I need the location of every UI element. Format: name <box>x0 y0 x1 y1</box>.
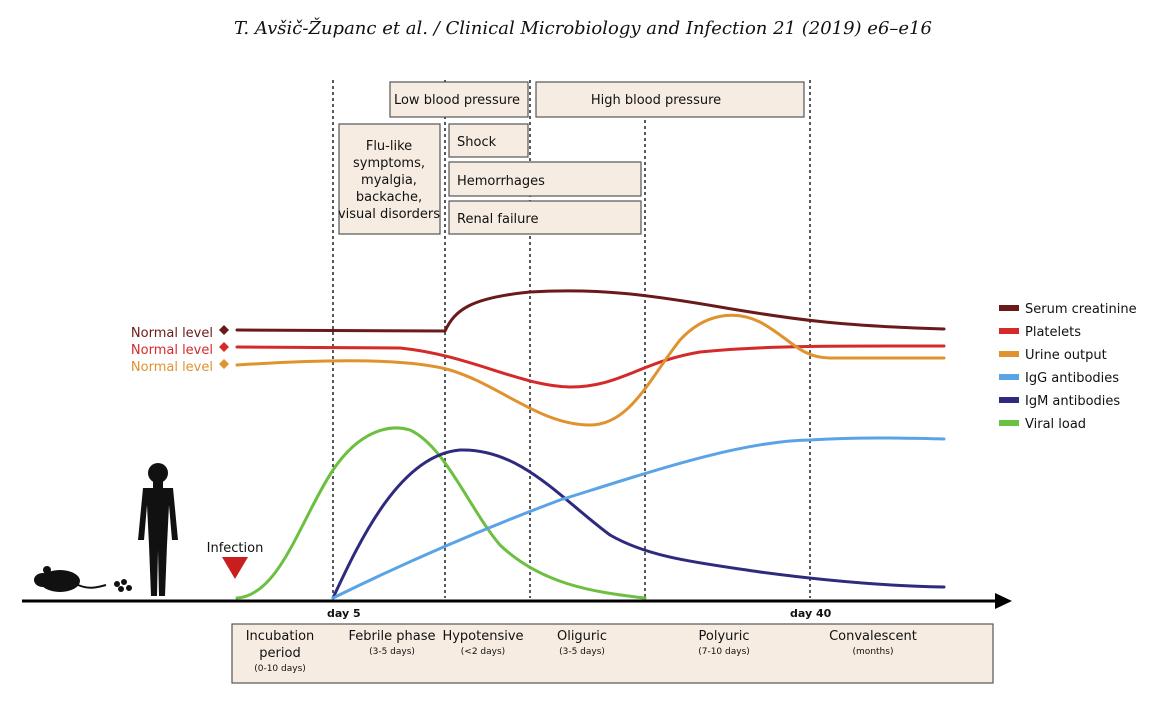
shock-label: Shock <box>457 135 497 150</box>
legend-label-igm: IgM antibodies <box>1025 394 1120 409</box>
high-bp-label: High blood pressure <box>591 93 721 108</box>
low-bp-box <box>389 81 529 118</box>
legend-label-igg: IgG antibodies <box>1025 371 1119 386</box>
igg-antibodies-curve <box>331 436 946 600</box>
legend-swatch-creatinine <box>999 305 1019 311</box>
tick-day40: day 40 <box>790 607 832 620</box>
normal-level-urine: Normal level <box>131 360 213 375</box>
phase-incubation-line2: period <box>259 646 300 661</box>
normal-level-creatinine: Normal level <box>131 326 213 341</box>
human-silhouette-icon <box>138 463 178 596</box>
serum-creatinine-curve <box>235 289 946 333</box>
tick-day5: day 5 <box>327 607 361 620</box>
phase-polyuric-duration: (7-10 days) <box>698 647 750 657</box>
phase-febrile-duration: (3-5 days) <box>369 647 415 657</box>
legend-swatch-platelets <box>999 328 1019 334</box>
infection-label: Infection <box>207 541 264 556</box>
phase-incubation-line1: Incubation <box>246 629 315 644</box>
infection-triangle-icon <box>222 557 248 579</box>
flu-line-1: Flu-like <box>366 139 412 154</box>
flu-line-2: symptoms, <box>353 156 425 171</box>
flu-line-4: backache, <box>356 190 422 205</box>
legend-swatch-viral <box>999 420 1019 426</box>
hemorrhages-label: Hemorrhages <box>457 174 545 189</box>
phase-hypotensive-name: Hypotensive <box>442 629 523 644</box>
diamond-platelets-icon <box>219 342 229 352</box>
infection-marker: Infection <box>207 541 264 579</box>
shock-box <box>448 123 529 158</box>
phase-incubation-duration: (0-10 days) <box>254 664 306 674</box>
legend: Serum creatinine Platelets Urine output … <box>999 302 1137 432</box>
citation-header: T. Avšič-Županc et al. / Clinical Microb… <box>234 18 932 39</box>
phase-oliguric-duration: (3-5 days) <box>559 647 605 657</box>
igm-antibodies-curve <box>331 448 946 600</box>
legend-swatch-igg <box>999 374 1019 380</box>
viral-load-curve <box>235 426 647 600</box>
legend-swatch-urine <box>999 351 1019 357</box>
diamond-creatinine-icon <box>219 325 229 335</box>
high-bp-box <box>535 81 805 118</box>
phase-table: Incubation period Febrile phase Hypotens… <box>231 623 994 684</box>
legend-label-viral: Viral load <box>1025 417 1086 432</box>
phase-oliguric-name: Oliguric <box>557 629 607 644</box>
legend-swatch-igm <box>999 397 1019 403</box>
legend-label-creatinine: Serum creatinine <box>1025 302 1137 317</box>
phase-hypotensive-duration: (<2 days) <box>461 647 505 657</box>
normal-level-platelets: Normal level <box>131 343 213 358</box>
phase-convalescent-name: Convalescent <box>829 629 917 644</box>
urine-output-curve <box>235 313 946 427</box>
phase-convalescent-duration: (months) <box>853 647 894 657</box>
flu-box <box>338 123 441 235</box>
legend-label-platelets: Platelets <box>1025 325 1081 340</box>
flu-line-3: myalgia, <box>361 173 417 188</box>
phase-febrile-name: Febrile phase <box>349 629 436 644</box>
time-axis: day 5 day 40 <box>22 593 1012 620</box>
renal-failure-label: Renal failure <box>457 212 538 227</box>
hemorrhages-box <box>448 161 642 197</box>
phase-table-frame <box>231 623 994 684</box>
symptom-boxes <box>338 81 805 235</box>
phase-polyuric-name: Polyuric <box>699 629 750 644</box>
flu-line-5: visual disorders <box>338 207 440 222</box>
renal-failure-box <box>448 200 642 235</box>
rodent-icon <box>34 566 132 592</box>
axis-arrowhead-icon <box>995 593 1012 609</box>
low-bp-label: Low blood pressure <box>394 93 520 108</box>
platelets-curve <box>235 344 946 389</box>
legend-label-urine: Urine output <box>1025 348 1107 363</box>
diamond-urine-icon <box>219 359 229 369</box>
